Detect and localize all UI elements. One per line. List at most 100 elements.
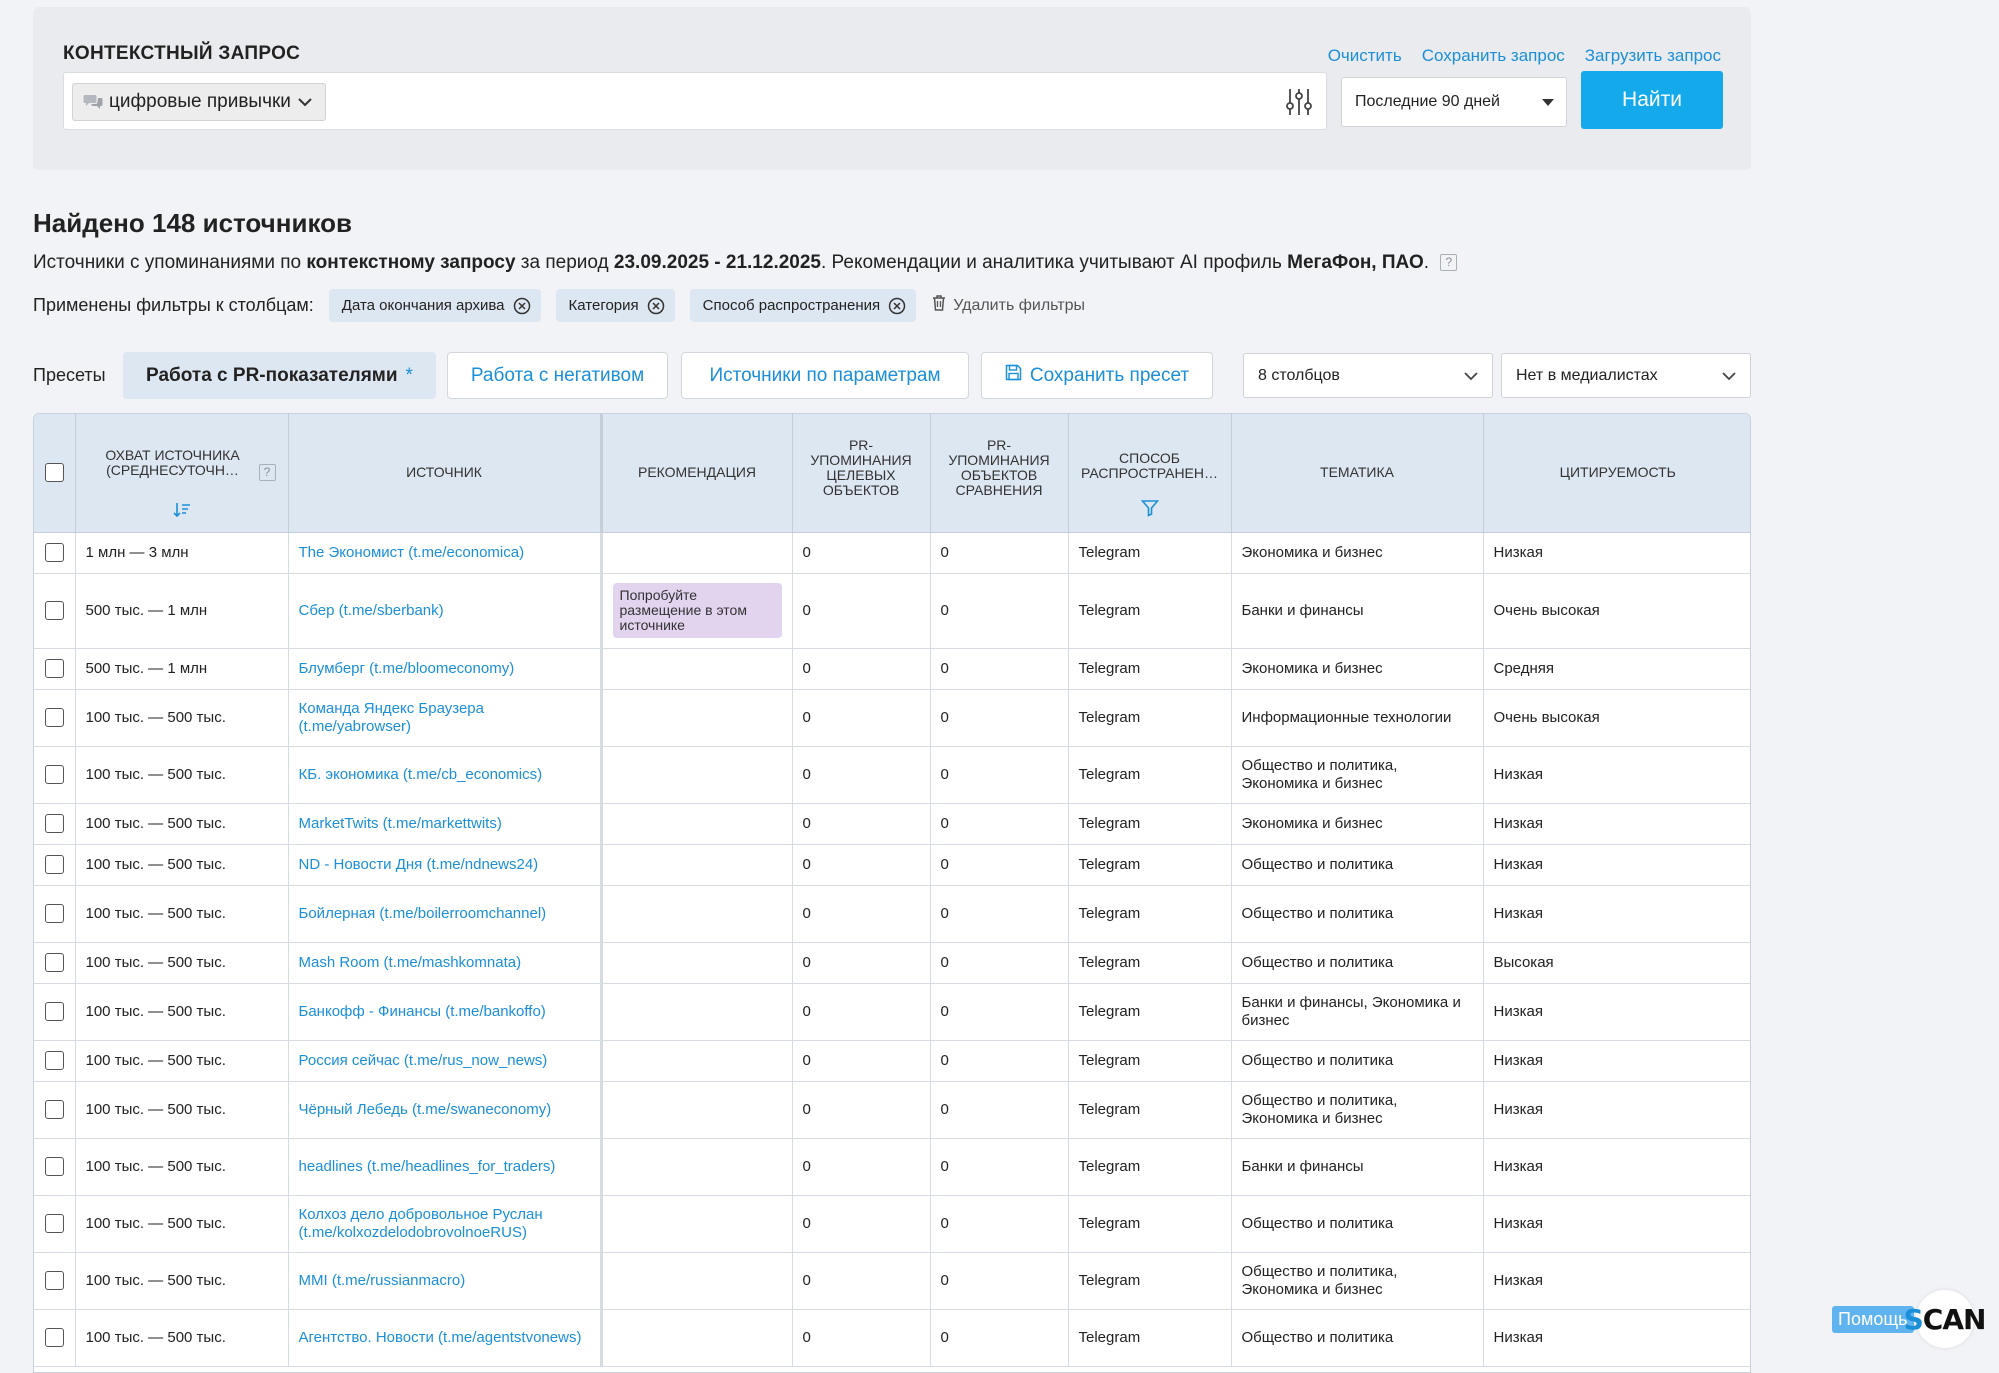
load-query-link[interactable]: Загрузить запрос	[1584, 46, 1721, 65]
table-row[interactable]: 100 тыс. — 500 тыс. Банкофф - Финансы (t.…	[34, 983, 1750, 1041]
help-icon[interactable]: ?	[258, 464, 276, 481]
source-link[interactable]: The Экономист (t.me/economica)	[298, 543, 525, 561]
close-circle-icon[interactable]	[647, 297, 665, 315]
source-link[interactable]: Сбер (t.me/sberbank)	[298, 601, 444, 619]
row-checkbox[interactable]	[44, 1271, 64, 1290]
column-pr-target[interactable]: PR-упоминания целевых объектов	[792, 414, 931, 533]
row-select-cell	[34, 803, 76, 845]
row-checkbox[interactable]	[44, 904, 64, 923]
table-row[interactable]: 500 тыс. — 1 млн Блумберг (t.me/bloomecon…	[34, 648, 1750, 690]
filter-icon[interactable]	[1140, 499, 1159, 520]
column-topic[interactable]: Тематика	[1231, 414, 1484, 533]
table-row[interactable]: 100 тыс. — 500 тыс. ND - Новости Дня (t.m…	[34, 844, 1750, 886]
column-citation[interactable]: Цитируемость	[1483, 414, 1750, 533]
close-circle-icon[interactable]	[513, 297, 531, 315]
source-cell: Россия сейчас (t.me/rus_now_news)	[288, 1040, 603, 1082]
source-link[interactable]: Чёрный Лебедь (t.me/swaneconomy)	[298, 1100, 552, 1118]
row-checkbox[interactable]	[44, 1051, 64, 1070]
table-row[interactable]: 100 тыс. — 500 тыс. Команда Яндекс Браузе…	[34, 689, 1750, 747]
help-button[interactable]: Помощь	[1832, 1305, 1914, 1333]
row-checkbox[interactable]	[44, 855, 64, 874]
row-checkbox[interactable]	[44, 1002, 64, 1021]
trash-icon	[931, 294, 947, 317]
source-link[interactable]: Агентство. Новости (t.me/agentstvonews)	[298, 1328, 582, 1346]
table-row[interactable]: 100 тыс. — 500 тыс. MarketTwits (t.me/mar…	[34, 803, 1750, 845]
source-link[interactable]: MMI (t.me/russianmacro)	[298, 1271, 466, 1289]
topic-cell: Экономика и бизнес	[1231, 803, 1484, 845]
filter-chip-label: Категория	[568, 297, 639, 314]
row-checkbox[interactable]	[44, 659, 64, 678]
table-row[interactable]: 100 тыс. — 500 тыс. MMI (t.me/russianmacr…	[34, 1252, 1750, 1310]
table-row[interactable]: 100 тыс. — 500 тыс. Чёрный Лебедь (t.me/s…	[34, 1081, 1750, 1139]
column-distribution-label: Способ распространен…	[1080, 449, 1219, 481]
column-pr-compare[interactable]: PR-упоминания объектов сравнения	[930, 414, 1069, 533]
distribution-cell: Telegram	[1068, 983, 1232, 1041]
source-link[interactable]: КБ. экономика (t.me/cb_economics)	[298, 765, 543, 783]
preset-negative[interactable]: Работа с негативом	[447, 352, 668, 399]
row-checkbox[interactable]	[44, 708, 64, 727]
source-link[interactable]: Mash Room (t.me/mashkomnata)	[298, 953, 522, 971]
table-row[interactable]: 100 тыс. — 500 тыс. Агентство. Новости (t…	[34, 1309, 1750, 1367]
row-checkbox[interactable]	[44, 543, 64, 562]
filter-chip[interactable]: Категория	[555, 289, 675, 322]
table-row[interactable]: 100 тыс. — 500 тыс. Бойлерная (t.me/boile…	[34, 885, 1750, 943]
table-row[interactable]: 100 тыс. — 500 тыс. headlines (t.me/headl…	[34, 1138, 1750, 1196]
medialist-select[interactable]: Нет в медиалистах	[1501, 353, 1751, 398]
pr-compare-cell: 0	[930, 573, 1069, 649]
table-row[interactable]: 1 млн — 3 млн The Экономист (t.me/economi…	[34, 532, 1750, 574]
source-link[interactable]: headlines (t.me/headlines_for_traders)	[298, 1157, 556, 1175]
source-link[interactable]: Блумберг (t.me/bloomeconomy)	[298, 659, 515, 677]
scan-logo[interactable]: S CAN	[1904, 1290, 1986, 1348]
source-link[interactable]: Команда Яндекс Браузера (t.me/yabrowser)	[298, 699, 485, 735]
source-link[interactable]: Бойлерная (t.me/boilerroomchannel)	[298, 904, 547, 922]
period-select[interactable]: Последние 90 дней	[1341, 77, 1567, 127]
row-checkbox[interactable]	[44, 601, 64, 620]
source-cell: Агентство. Новости (t.me/agentstvonews)	[288, 1309, 603, 1367]
row-select-cell	[34, 1081, 76, 1139]
source-link[interactable]: MarketTwits (t.me/markettwits)	[298, 814, 502, 832]
row-select-cell	[34, 532, 76, 574]
row-checkbox[interactable]	[44, 1157, 64, 1176]
query-input[interactable]: цифровые привычки	[63, 72, 1327, 130]
columns-select-value: 8 столбцов	[1258, 366, 1340, 384]
table-row[interactable]: 100 тыс. — 500 тыс. Россия сейчас (t.me/r…	[34, 1040, 1750, 1082]
select-all-checkbox[interactable]	[44, 463, 64, 483]
source-link[interactable]: Россия сейчас (t.me/rus_now_news)	[298, 1051, 548, 1069]
row-checkbox[interactable]	[44, 1214, 64, 1233]
column-reach[interactable]: Охват источника (среднесуточн… ?	[75, 414, 289, 533]
source-link[interactable]: Банкофф - Финансы (t.me/bankoffo)	[298, 1002, 546, 1020]
source-cell: Бойлерная (t.me/boilerroomchannel)	[288, 885, 603, 943]
sliders-icon[interactable]	[1284, 87, 1314, 122]
row-checkbox[interactable]	[44, 953, 64, 972]
source-link[interactable]: Колхоз дело добровольное Руслан (t.me/ko…	[298, 1205, 543, 1241]
table-row[interactable]: 100 тыс. — 500 тыс. Mash Room (t.me/mashk…	[34, 942, 1750, 984]
save-preset-button[interactable]: Сохранить пресет	[981, 352, 1213, 399]
column-distribution[interactable]: Способ распространен…	[1068, 414, 1232, 533]
filter-chip[interactable]: Способ распространения	[689, 289, 917, 322]
column-source[interactable]: Источник	[288, 414, 603, 533]
table-row[interactable]: 100 тыс. — 500 тыс. Колхоз дело доброволь…	[34, 1195, 1750, 1253]
close-circle-icon[interactable]	[888, 297, 906, 315]
table-header-row: Охват источника (среднесуточн… ? Источни…	[34, 414, 1750, 533]
find-button[interactable]: Найти	[1581, 71, 1723, 129]
row-checkbox[interactable]	[44, 765, 64, 784]
filter-chip[interactable]: Дата окончания архива	[328, 289, 541, 322]
query-chip[interactable]: цифровые привычки	[72, 83, 326, 121]
delete-filters-button[interactable]: Удалить фильтры	[931, 294, 1085, 317]
help-icon[interactable]: ?	[1440, 254, 1458, 271]
source-link[interactable]: ND - Новости Дня (t.me/ndnews24)	[298, 855, 539, 873]
columns-select[interactable]: 8 столбцов	[1243, 353, 1493, 398]
preset-by-params[interactable]: Источники по параметрам	[681, 352, 969, 399]
save-query-link[interactable]: Сохранить запрос	[1421, 46, 1565, 65]
row-checkbox[interactable]	[44, 814, 64, 833]
table-row[interactable]: 500 тыс. — 1 млн Сбер (t.me/sberbank) Попр…	[34, 573, 1750, 649]
pr-target-cell: 0	[792, 885, 931, 943]
row-checkbox[interactable]	[44, 1100, 64, 1119]
recommendation-tag[interactable]: Попробуйте размещение в этом источнике	[612, 583, 782, 638]
row-checkbox[interactable]	[44, 1328, 64, 1347]
clear-query-link[interactable]: Очистить	[1327, 46, 1402, 65]
table-row[interactable]: 100 тыс. — 500 тыс. КБ. экономика (t.me/c…	[34, 746, 1750, 804]
sort-icon[interactable]	[172, 501, 191, 522]
column-recommendation[interactable]: Рекомендация	[601, 414, 793, 533]
preset-pr-metrics[interactable]: Работа с PR-показателями *	[123, 352, 436, 399]
